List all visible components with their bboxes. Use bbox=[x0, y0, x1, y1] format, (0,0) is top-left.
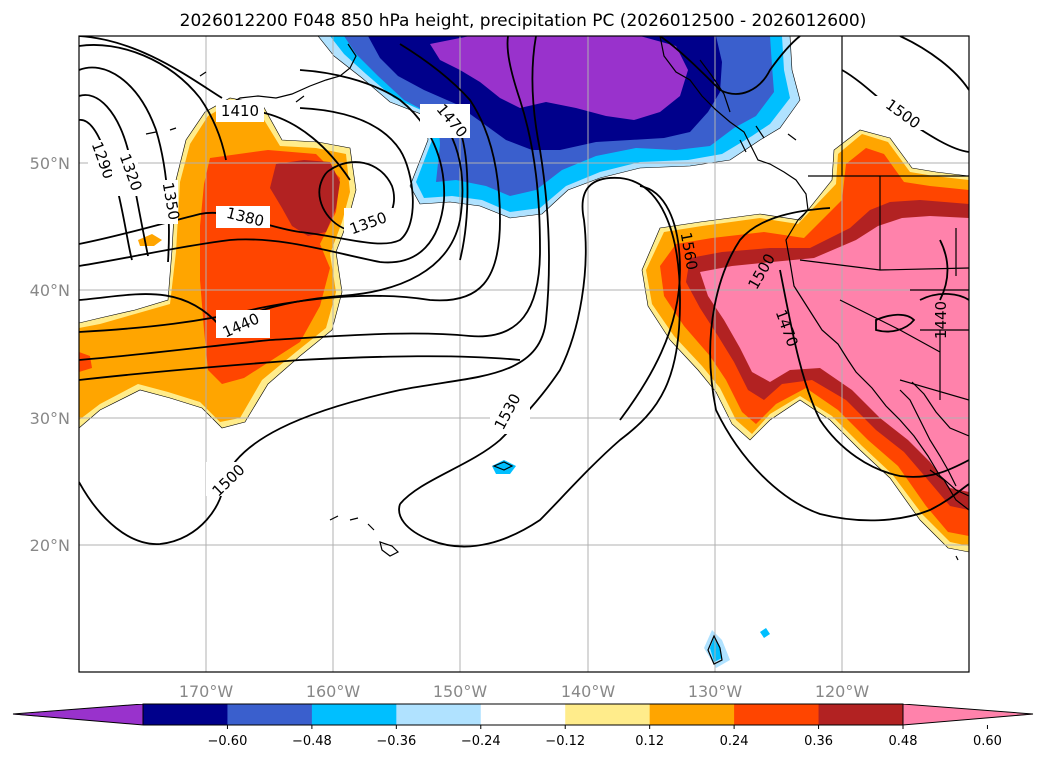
contour-label-1410: 1410 bbox=[221, 102, 259, 120]
colorbar-tick-label: −0.24 bbox=[461, 734, 501, 749]
figure-title: 2026012200 F048 850 hPa height, precipit… bbox=[180, 11, 867, 31]
lat-tick-20n: 20°N bbox=[30, 536, 70, 555]
contour-1410 bbox=[79, 36, 351, 181]
colorbar-swatch bbox=[649, 704, 735, 725]
lon-tick-170w: 170°W bbox=[179, 682, 234, 701]
colorbar-tick-label: −0.60 bbox=[208, 734, 248, 749]
colorbar-tick-label: 0.36 bbox=[804, 734, 833, 749]
island-small-east bbox=[955, 555, 959, 561]
colorbar: −0.60 −0.48 −0.36 −0.24 −0.12 0.12 0.24 0.36 0.4… bbox=[12, 703, 1034, 749]
colorbar-swatch bbox=[734, 704, 820, 725]
contour-1560 bbox=[619, 185, 681, 421]
lat-tick-40n: 40°N bbox=[30, 281, 70, 300]
contour-label-bg bbox=[206, 462, 256, 496]
contour-label-bg bbox=[344, 208, 398, 236]
precip-boundary-north bbox=[317, 36, 801, 219]
warm-anomaly-west-dot bbox=[138, 234, 162, 246]
coast-bc-islands bbox=[699, 59, 797, 153]
contour-1470-ne bbox=[899, 36, 969, 91]
colorbar-swatch bbox=[143, 704, 228, 725]
contour-label-bg bbox=[88, 140, 114, 184]
coast-alaska bbox=[145, 43, 357, 135]
contour-1410-arc bbox=[79, 69, 446, 267]
lon-tick-140w: 140°W bbox=[561, 682, 616, 701]
contour-label-bg bbox=[216, 206, 270, 228]
gridlines bbox=[79, 36, 969, 672]
colorbar-swatches bbox=[13, 704, 1033, 725]
contour-1350-west bbox=[79, 66, 170, 263]
contour-label-1440-east: 1440 bbox=[932, 301, 950, 339]
lat-tick-labels: 20°N 30°N 40°N 50°N bbox=[30, 154, 70, 555]
island-south bbox=[707, 634, 723, 665]
contour-label-bg bbox=[216, 310, 270, 338]
colorbar-swatch bbox=[227, 704, 313, 725]
lon-tick-130w: 130°W bbox=[688, 682, 743, 701]
contour-1470-east bbox=[779, 269, 969, 478]
map-frame bbox=[78, 35, 970, 673]
colorbar-swatch bbox=[818, 704, 904, 725]
contour-1440-east bbox=[875, 239, 969, 333]
contour-1380-low bbox=[79, 107, 414, 245]
precip-boundaries bbox=[79, 36, 969, 553]
lat-tick-50n: 50°N bbox=[30, 154, 70, 173]
coast-north-america bbox=[659, 36, 969, 497]
lat-tick-30n: 30°N bbox=[30, 409, 70, 428]
contour-labels: 1290 1320 1350 1410 1470 1380 1350 1440 … bbox=[88, 95, 950, 500]
contour-1530-ne bbox=[659, 36, 801, 95]
precipitation-fill bbox=[79, 36, 969, 668]
lon-tick-120w: 120°W bbox=[815, 682, 870, 701]
coast-mexico-mainland bbox=[929, 469, 969, 511]
hawaii-islands bbox=[329, 515, 400, 557]
colorbar-tick-label: −0.36 bbox=[376, 734, 416, 749]
island-subtropic bbox=[492, 461, 514, 471]
cold-anomaly-blob-subtropic bbox=[492, 460, 516, 474]
colorbar-tick-label: 0.48 bbox=[889, 734, 918, 749]
contour-label-bg bbox=[420, 104, 470, 138]
contour-label-bg bbox=[112, 150, 138, 196]
cold-anomaly-blob-south-inner bbox=[710, 638, 722, 662]
contour-1500-east bbox=[709, 207, 969, 522]
colorbar-tick-label: 0.60 bbox=[973, 734, 1002, 749]
map-panel: 1290 1320 1350 1410 1470 1380 1350 1440 … bbox=[78, 35, 970, 673]
contour-label-bg bbox=[154, 180, 178, 224]
precip-boundary-east bbox=[641, 129, 969, 553]
contour-label-bg bbox=[490, 386, 530, 434]
colorbar-tick-label: 0.12 bbox=[635, 734, 664, 749]
colorbar-swatch bbox=[396, 704, 482, 725]
contour-label-bg bbox=[216, 100, 264, 122]
precip-boundary-west bbox=[79, 97, 357, 429]
colorbar-ticks: −0.60 −0.48 −0.36 −0.24 −0.12 0.12 0.24 0.36 0.4… bbox=[208, 725, 1002, 749]
contour-1500-west bbox=[79, 36, 541, 361]
colorbar-swatch bbox=[565, 704, 651, 725]
warm-anomaly-west-redorange-small bbox=[79, 352, 92, 372]
coastlines bbox=[145, 36, 969, 665]
colorbar-extend-low bbox=[13, 704, 143, 725]
lon-tick-labels: 170°W 160°W 150°W 140°W 130°W 120°W bbox=[179, 682, 870, 701]
colorbar-tick-label: −0.12 bbox=[545, 734, 585, 749]
colorbar-tick-label: −0.48 bbox=[292, 734, 332, 749]
warm-anomaly-east-pink bbox=[700, 216, 969, 492]
height-contours bbox=[79, 36, 969, 548]
lon-tick-160w: 160°W bbox=[306, 682, 361, 701]
colorbar-swatch bbox=[480, 704, 566, 725]
cold-anomaly-north-darkorchid bbox=[430, 36, 688, 120]
colorbar-tick-label: 0.24 bbox=[720, 734, 749, 749]
contour-1500-arc bbox=[79, 36, 550, 545]
colorbar-extend-high bbox=[903, 704, 1033, 725]
lon-tick-150w: 150°W bbox=[433, 682, 488, 701]
contour-label-bg bbox=[874, 96, 924, 130]
cold-anomaly-blob-south-dot bbox=[760, 628, 770, 638]
colorbar-swatch bbox=[311, 704, 397, 725]
contour-1380-west bbox=[79, 44, 227, 161]
